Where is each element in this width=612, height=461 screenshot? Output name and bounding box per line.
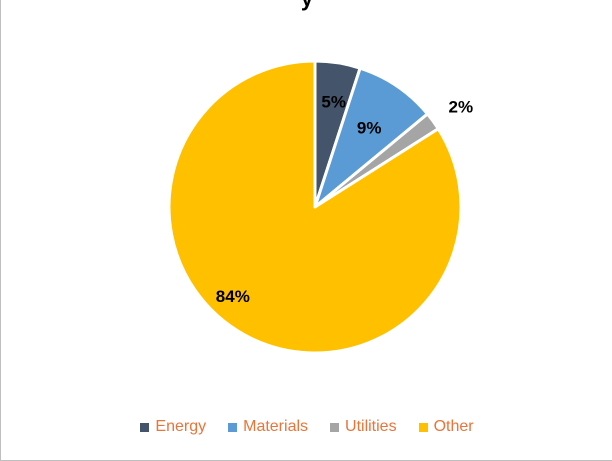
data-label-other: 84% [216,287,250,306]
data-label-materials: 9% [357,118,382,137]
pie-slice-other [167,59,463,355]
legend-swatch [418,422,428,432]
legend-label: Utilities [345,418,397,435]
legend-item-materials: Materials [228,418,308,436]
legend-label: Energy [155,418,207,435]
data-label-energy: 5% [321,93,346,112]
legend-item-other: Other [418,418,474,436]
legend-label: Other [433,418,474,435]
legend-swatch [228,422,238,432]
legend-swatch [140,422,150,432]
legend-label: Materials [243,418,309,435]
pie-slice-materials [313,66,429,209]
legend: Energy Materials Utilities Other [1,418,612,436]
legend-swatch [330,422,340,432]
chart-title: y [1,0,612,12]
legend-item-energy: Energy [140,418,206,436]
data-label-utilities: 2% [449,97,474,116]
legend-item-utilities: Utilities [330,418,397,436]
